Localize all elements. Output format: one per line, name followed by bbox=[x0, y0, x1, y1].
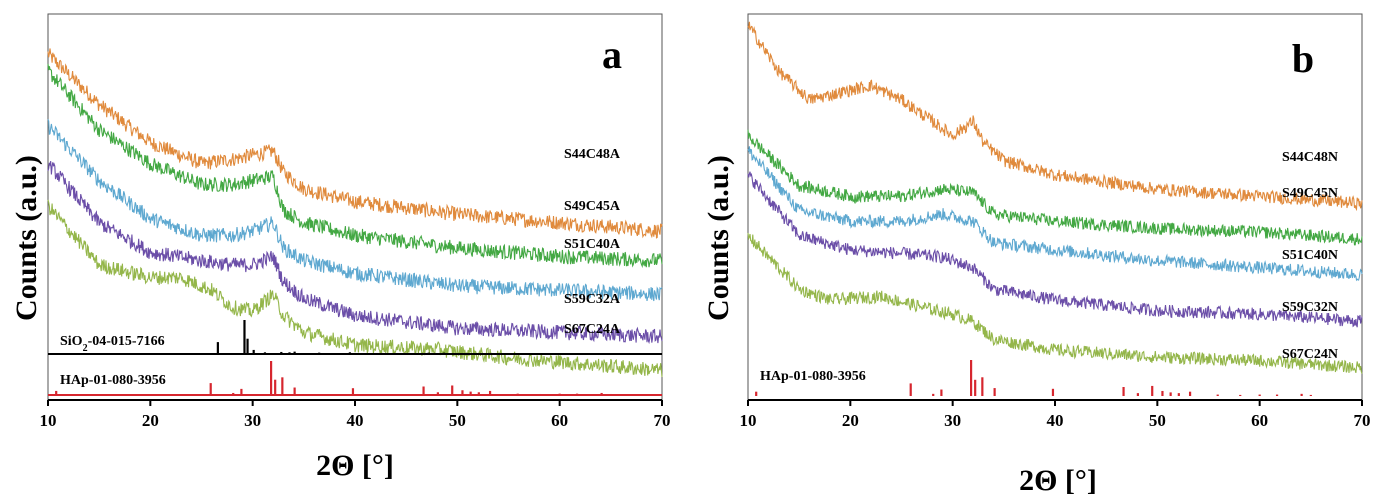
series-line-S51C40A bbox=[47, 119, 663, 302]
panel-a-series-group: S44C48A S49C45A S51C40A S59C32A S67C24A bbox=[47, 48, 663, 378]
panel-a-label: a bbox=[602, 32, 622, 77]
x-tick-label: 10 bbox=[740, 411, 757, 430]
series-label-S49C45A: S49C45A bbox=[564, 199, 621, 214]
x-tick-label: 40 bbox=[1047, 411, 1064, 430]
series-label-S44C48N: S44C48N bbox=[1282, 150, 1338, 165]
panel-b-frame bbox=[747, 13, 1363, 401]
series-label-S49C45N: S49C45N bbox=[1282, 186, 1338, 201]
x-tick-label: 40 bbox=[347, 411, 364, 430]
series-line-S44C48A bbox=[47, 48, 663, 239]
panel-b-chart: S44C48N S49C45N S51C40N S59C32N S67C24N HAp-… bbox=[702, 13, 1371, 496]
x-tick-label: 20 bbox=[842, 411, 859, 430]
panel-b-x-axis-title: 2Θ [°] bbox=[1019, 464, 1097, 496]
panel-a-x-ticks: 10 20 30 40 50 60 70 bbox=[40, 400, 671, 430]
series-line-S44C48N bbox=[747, 21, 1363, 212]
x-tick-label: 50 bbox=[449, 411, 466, 430]
reference-label: SiO2-04-015-7166 bbox=[60, 334, 165, 354]
x-tick-label: 60 bbox=[1251, 411, 1268, 430]
panel-a-x-axis-title: 2Θ [°] bbox=[316, 449, 394, 482]
panel-b-series-group: S44C48N S49C45N S51C40N S59C32N S67C24N bbox=[747, 21, 1363, 374]
series-label-S59C32A: S59C32A bbox=[564, 292, 621, 307]
x-tick-label: 10 bbox=[40, 411, 57, 430]
x-tick-label: 70 bbox=[1354, 411, 1371, 430]
series-label-S67C24A: S67C24A bbox=[564, 322, 621, 337]
x-tick-label: 30 bbox=[244, 411, 261, 430]
panel-b-x-ticks: 10 20 30 40 50 60 70 bbox=[740, 400, 1371, 430]
series-line-S59C32N bbox=[747, 171, 1363, 328]
panel-b-label: b bbox=[1292, 36, 1314, 81]
series-line-S51C40N bbox=[747, 146, 1363, 282]
series-line-S49C45A bbox=[47, 63, 663, 269]
series-label-S44C48A: S44C48A bbox=[564, 147, 621, 162]
series-line-S49C45N bbox=[747, 129, 1363, 246]
series-line-S67C24N bbox=[747, 232, 1363, 374]
panel-a-y-axis-title: Counts (a.u.) bbox=[10, 155, 43, 321]
panel-b-y-axis-title: Counts (a.u.) bbox=[702, 155, 735, 321]
x-tick-label: 30 bbox=[944, 411, 961, 430]
panel-a-chart: S44C48A S49C45A S51C40A S59C32A S67C24A SiO2… bbox=[10, 13, 671, 482]
series-line-S59C32A bbox=[47, 160, 663, 345]
x-tick-label: 50 bbox=[1149, 411, 1166, 430]
x-tick-label: 70 bbox=[654, 411, 671, 430]
series-label-S59C32N: S59C32N bbox=[1282, 300, 1338, 315]
series-line-S67C24A bbox=[47, 199, 663, 378]
x-tick-label: 60 bbox=[551, 411, 568, 430]
x-tick-label: 20 bbox=[142, 411, 159, 430]
reference-label: HAp-01-080-3956 bbox=[760, 369, 866, 384]
series-label-S51C40N: S51C40N bbox=[1282, 248, 1338, 263]
series-label-S51C40A: S51C40A bbox=[564, 237, 621, 252]
reference-label: HAp-01-080-3956 bbox=[60, 373, 166, 388]
series-label-S67C24N: S67C24N bbox=[1282, 347, 1338, 362]
panel-b-reference-group: HAp-01-080-3956 bbox=[755, 360, 1312, 396]
